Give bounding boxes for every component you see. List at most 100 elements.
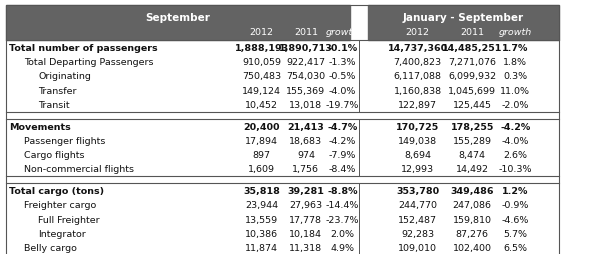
Text: -1.3%: -1.3% [329, 58, 356, 67]
Text: 1.2%: 1.2% [502, 186, 529, 195]
Text: 353,780: 353,780 [396, 186, 439, 195]
Text: -4.7%: -4.7% [327, 122, 358, 131]
Text: 92,283: 92,283 [401, 229, 434, 238]
Text: 754,030: 754,030 [286, 72, 325, 81]
Text: 18,683: 18,683 [289, 136, 322, 145]
Text: Freighter cargo: Freighter cargo [23, 201, 96, 210]
Text: 13,559: 13,559 [245, 215, 278, 224]
Text: 155,289: 155,289 [453, 136, 492, 145]
Text: growth: growth [326, 28, 359, 37]
Text: Integrator: Integrator [38, 229, 86, 238]
Text: 1,756: 1,756 [292, 165, 319, 174]
Text: 2012: 2012 [250, 28, 274, 37]
Text: Transfer: Transfer [38, 86, 77, 95]
Text: 155,369: 155,369 [286, 86, 325, 95]
Text: 5.7%: 5.7% [503, 229, 527, 238]
Text: Non-commercial flights: Non-commercial flights [23, 165, 134, 174]
Text: 39,281: 39,281 [287, 186, 325, 195]
Text: 17,894: 17,894 [245, 136, 278, 145]
Text: Belly cargo: Belly cargo [23, 243, 77, 252]
Text: 149,038: 149,038 [398, 136, 437, 145]
Text: 2.6%: 2.6% [503, 151, 527, 160]
Text: 2011: 2011 [460, 28, 484, 37]
Text: 6.5%: 6.5% [503, 243, 527, 252]
Text: 87,276: 87,276 [456, 229, 489, 238]
Text: 35,818: 35,818 [244, 186, 280, 195]
Text: 125,445: 125,445 [453, 101, 492, 109]
Text: 1,888,193: 1,888,193 [235, 44, 289, 53]
Text: 910,059: 910,059 [242, 58, 281, 67]
Text: 27,963: 27,963 [289, 201, 322, 210]
Text: 20,400: 20,400 [244, 122, 280, 131]
Text: 102,400: 102,400 [453, 243, 492, 252]
Text: -2.0%: -2.0% [502, 101, 529, 109]
Text: 2012: 2012 [406, 28, 430, 37]
Text: 122,897: 122,897 [398, 101, 437, 109]
Text: 4.9%: 4.9% [331, 243, 355, 252]
Text: 14,737,360: 14,737,360 [388, 44, 448, 53]
Text: 247,086: 247,086 [453, 201, 492, 210]
Text: -0.1%: -0.1% [327, 44, 358, 53]
Text: 8,474: 8,474 [459, 151, 486, 160]
Text: 6,099,932: 6,099,932 [448, 72, 496, 81]
Text: 2.0%: 2.0% [331, 229, 355, 238]
Text: 1,609: 1,609 [248, 165, 275, 174]
Text: 14,492: 14,492 [456, 165, 489, 174]
Text: 750,483: 750,483 [242, 72, 281, 81]
Text: 1.7%: 1.7% [502, 44, 529, 53]
Text: -19.7%: -19.7% [326, 101, 359, 109]
Bar [6, 6, 350, 41]
Text: -14.4%: -14.4% [326, 201, 359, 210]
Text: 7,271,076: 7,271,076 [448, 58, 496, 67]
Text: 922,417: 922,417 [286, 58, 325, 67]
Text: 149,124: 149,124 [242, 86, 281, 95]
Text: 17,778: 17,778 [289, 215, 322, 224]
Text: 7,400,823: 7,400,823 [394, 58, 442, 67]
Text: 1,160,838: 1,160,838 [394, 86, 442, 95]
Text: 13,018: 13,018 [289, 101, 322, 109]
Text: -8.8%: -8.8% [327, 186, 358, 195]
Text: 159,810: 159,810 [453, 215, 492, 224]
Text: 8,694: 8,694 [404, 151, 431, 160]
Text: 897: 897 [253, 151, 271, 160]
Text: 11,318: 11,318 [289, 243, 322, 252]
Text: 170,725: 170,725 [396, 122, 439, 131]
Text: 1.8%: 1.8% [503, 58, 527, 67]
Text: 0.3%: 0.3% [503, 72, 527, 81]
Text: Total Departing Passengers: Total Departing Passengers [23, 58, 153, 67]
Text: growth: growth [499, 28, 532, 37]
Text: 349,486: 349,486 [451, 186, 494, 195]
Text: -4.0%: -4.0% [329, 86, 356, 95]
Text: January - September: January - September [403, 12, 524, 22]
Text: Transit: Transit [38, 101, 70, 109]
Text: 152,487: 152,487 [398, 215, 437, 224]
Text: 10,184: 10,184 [289, 229, 322, 238]
Text: -4.6%: -4.6% [502, 215, 529, 224]
Text: 178,255: 178,255 [451, 122, 494, 131]
Text: -10.3%: -10.3% [499, 165, 532, 174]
Text: 10,452: 10,452 [245, 101, 278, 109]
Text: 244,770: 244,770 [398, 201, 437, 210]
Text: 1,045,699: 1,045,699 [448, 86, 496, 95]
Text: 1,890,713: 1,890,713 [279, 44, 333, 53]
Text: -4.2%: -4.2% [329, 136, 356, 145]
Text: 11,874: 11,874 [245, 243, 278, 252]
Text: -7.9%: -7.9% [329, 151, 356, 160]
Text: 21,413: 21,413 [287, 122, 324, 131]
Text: 23,944: 23,944 [245, 201, 278, 210]
Text: -8.4%: -8.4% [329, 165, 356, 174]
Text: -0.9%: -0.9% [502, 201, 529, 210]
Text: -23.7%: -23.7% [326, 215, 359, 224]
Text: 14,485,251: 14,485,251 [442, 44, 502, 53]
Text: 12,993: 12,993 [401, 165, 434, 174]
Bar [368, 6, 559, 41]
Text: September: September [146, 12, 211, 22]
Text: Total number of passengers: Total number of passengers [9, 44, 158, 53]
Text: 10,386: 10,386 [245, 229, 278, 238]
Text: Full Freighter: Full Freighter [38, 215, 100, 224]
Text: Passenger flights: Passenger flights [23, 136, 105, 145]
Text: Movements: Movements [9, 122, 71, 131]
Text: 974: 974 [297, 151, 315, 160]
Text: -0.5%: -0.5% [329, 72, 356, 81]
Text: 11.0%: 11.0% [500, 86, 530, 95]
